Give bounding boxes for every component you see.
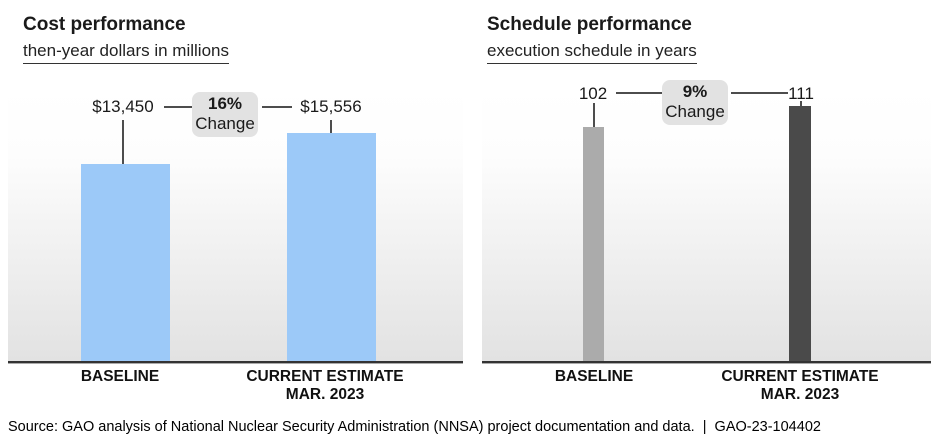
- cost-right-leader-line: [262, 106, 292, 108]
- cost-baseline-bar: [81, 164, 170, 361]
- cost-current-connector-line: [330, 120, 332, 133]
- cost-change-badge: 16% Change: [192, 92, 258, 137]
- cost-change-word: Change: [195, 114, 255, 133]
- cost-current-value-label: $15,556: [300, 97, 362, 116]
- schedule-change-badge: 9% Change: [662, 80, 728, 125]
- source-citation: Source: GAO analysis of National Nuclear…: [8, 419, 821, 435]
- schedule-current-connector-line: [800, 101, 802, 106]
- cost-baseline-connector-line: [122, 120, 124, 164]
- schedule-chart-title: Schedule performance: [487, 14, 692, 35]
- schedule-right-leader-line: [731, 92, 788, 94]
- schedule-left-leader-line: [616, 92, 662, 94]
- schedule-baseline-connector-line: [593, 103, 595, 127]
- schedule-axis-label-current-line2: MAR. 2023: [760, 386, 840, 403]
- schedule-change-percent: 9%: [682, 82, 708, 101]
- cost-axis-label-current-line2: MAR. 2023: [285, 386, 365, 403]
- schedule-plot-area: [482, 88, 931, 363]
- schedule-baseline-value-label: 102: [578, 84, 608, 103]
- cost-change-percent: 16%: [207, 94, 243, 113]
- schedule-axis-label-current-estimate: CURRENT ESTIMATE MAR. 2023: [704, 368, 896, 404]
- schedule-change-word: Change: [665, 102, 725, 121]
- schedule-axis-label-current-line1: CURRENT ESTIMATE: [721, 368, 879, 385]
- cost-current-estimate-bar: [287, 133, 376, 361]
- schedule-current-value-label: 111: [788, 84, 814, 103]
- schedule-current-estimate-bar: [789, 106, 811, 361]
- cost-baseline-value-label: $13,450: [92, 97, 154, 116]
- cost-axis-label-baseline: BASELINE: [80, 368, 160, 385]
- schedule-chart-subtitle: execution schedule in years: [487, 41, 697, 64]
- cost-chart-subtitle: then-year dollars in millions: [23, 41, 229, 64]
- schedule-axis-label-baseline: BASELINE: [554, 368, 634, 385]
- cost-chart-title: Cost performance: [23, 14, 186, 35]
- schedule-baseline-bar: [583, 127, 604, 361]
- cost-left-leader-line: [164, 106, 192, 108]
- cost-axis-label-current-line1: CURRENT ESTIMATE: [246, 368, 404, 385]
- cost-axis-label-current-estimate: CURRENT ESTIMATE MAR. 2023: [230, 368, 420, 404]
